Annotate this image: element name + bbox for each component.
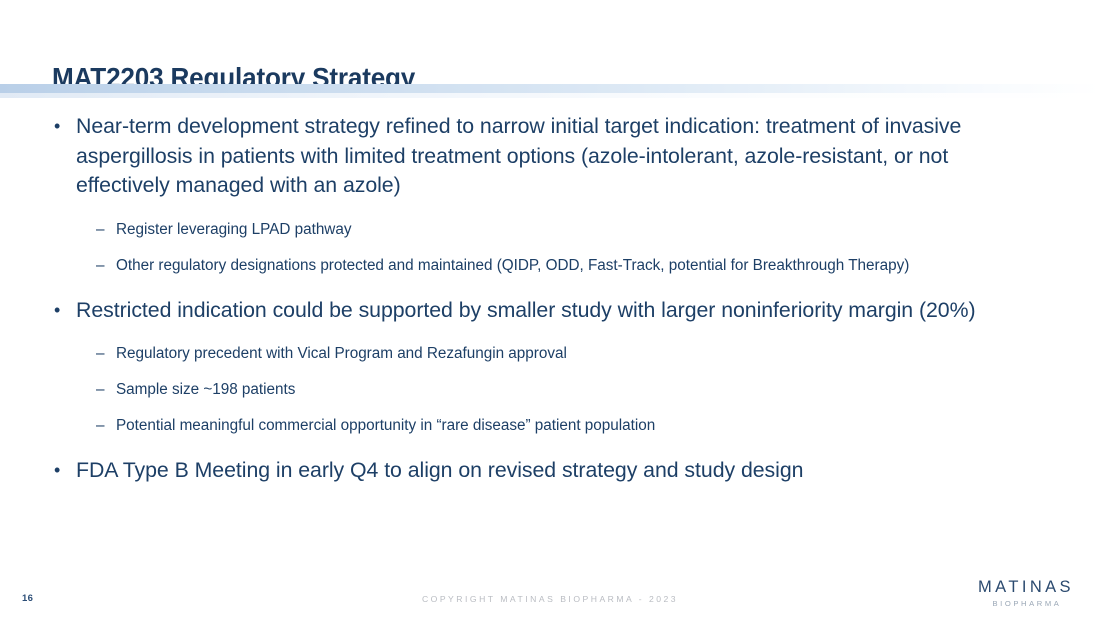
bullet-text: Restricted indication could be supported… <box>76 297 976 322</box>
spacer <box>0 365 1100 379</box>
bullet-dot-icon: • <box>54 116 61 136</box>
sub-bullet-text: Potential meaningful commercial opportun… <box>116 417 656 434</box>
sub-bullet-item: – Other regulatory designations protecte… <box>0 255 1100 277</box>
bullet-text: FDA Type B Meeting in early Q4 to align … <box>76 458 804 482</box>
bullet-dash-icon: – <box>96 220 105 238</box>
sub-bullet-text: Regulatory precedent with Vical Program … <box>116 345 567 362</box>
slide-body: • Near-term development strategy refined… <box>0 112 1100 486</box>
sub-bullet-item: – Sample size ~198 patients <box>0 379 1100 401</box>
spacer <box>0 437 1100 456</box>
page-number: 16 <box>22 593 34 604</box>
bullet-dot-icon: • <box>54 460 61 480</box>
bullet-item: • FDA Type B Meeting in early Q4 to alig… <box>0 456 1100 486</box>
bullet-item: • Near-term development strategy refined… <box>0 112 1100 201</box>
bullet-dot-icon: • <box>54 299 61 320</box>
matinas-logo: MATINAS BIOPHARMA <box>970 578 1082 610</box>
spacer <box>0 201 1100 219</box>
sub-bullet-text: Sample size ~198 patients <box>116 381 296 398</box>
sub-bullet-text: Other regulatory designations protected … <box>116 256 910 274</box>
sub-bullet-text: Register leveraging LPAD pathway <box>116 220 352 238</box>
spacer <box>0 325 1100 343</box>
sub-bullet-item: – Regulatory precedent with Vical Progra… <box>0 343 1100 365</box>
bullet-dash-icon: – <box>96 381 105 398</box>
bullet-text: Near-term development strategy refined t… <box>76 114 962 197</box>
bullet-dash-icon: – <box>96 345 105 362</box>
spacer <box>0 241 1100 255</box>
bullet-item: • Restricted indication could be support… <box>0 296 1100 326</box>
title-divider-gradient <box>0 84 1100 93</box>
spacer <box>0 277 1100 296</box>
bullet-dash-icon: – <box>96 417 105 434</box>
spacer <box>0 401 1100 415</box>
logo-tagline: BIOPHARMA <box>992 599 1062 608</box>
bullet-dash-icon: – <box>96 256 105 274</box>
sub-bullet-item: – Register leveraging LPAD pathway <box>0 219 1100 241</box>
sub-bullet-item: – Potential meaningful commercial opport… <box>0 415 1100 437</box>
logo-wordmark: MATINAS <box>978 578 1074 596</box>
title-divider-glow <box>0 93 1100 98</box>
copyright-notice: COPYRIGHT MATINAS BIOPHARMA - 2023 <box>421 594 679 604</box>
